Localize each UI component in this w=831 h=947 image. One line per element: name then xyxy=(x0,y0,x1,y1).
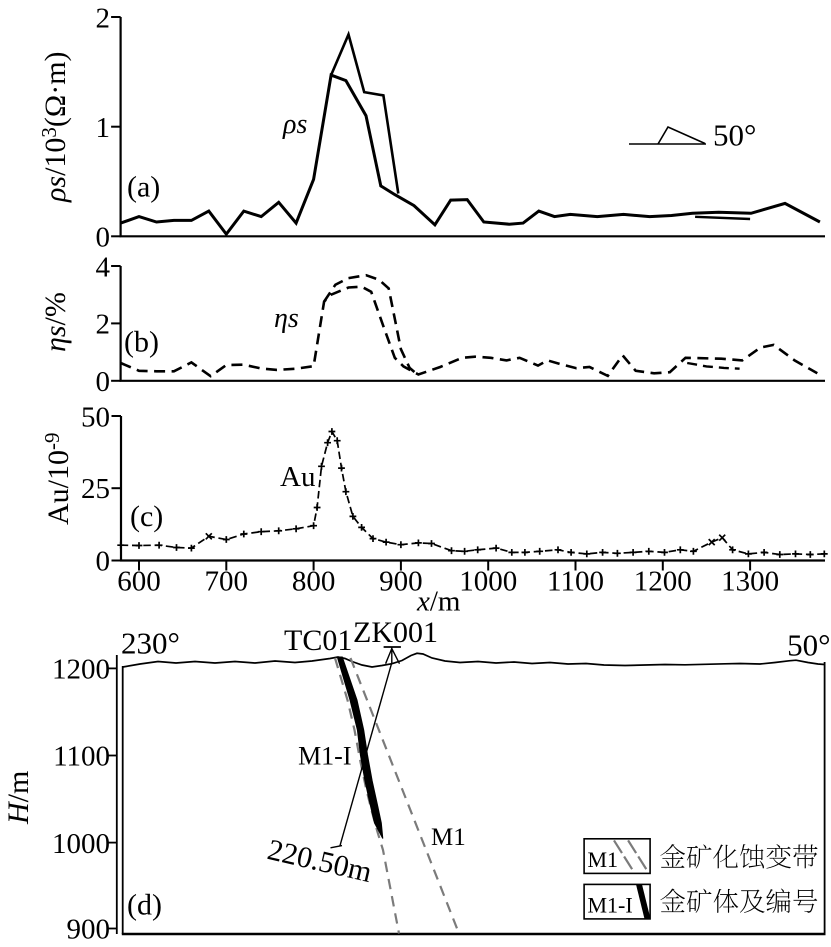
svg-text:4: 4 xyxy=(96,252,111,284)
svg-text:1300: 1300 xyxy=(721,566,779,598)
svg-text:ρs/103(Ω·m): ρs/103(Ω·m) xyxy=(37,51,72,203)
svg-text:(d): (d) xyxy=(127,889,162,922)
svg-text:0: 0 xyxy=(96,222,111,254)
svg-text:600: 600 xyxy=(117,566,161,598)
svg-text:(a): (a) xyxy=(127,171,160,204)
svg-text:2: 2 xyxy=(96,309,111,341)
svg-text:1: 1 xyxy=(96,112,111,144)
svg-text:0: 0 xyxy=(96,546,111,578)
svg-text:Au: Au xyxy=(280,461,315,493)
svg-text:25: 25 xyxy=(81,473,110,505)
svg-text:230°: 230° xyxy=(121,626,180,661)
svg-text:1000: 1000 xyxy=(52,828,110,860)
svg-text:1100: 1100 xyxy=(547,566,604,598)
svg-text:M1: M1 xyxy=(588,847,619,872)
svg-text:Au/10-9: Au/10-9 xyxy=(40,433,75,526)
svg-text:900: 900 xyxy=(379,566,423,598)
svg-text:1100: 1100 xyxy=(53,741,110,773)
svg-text:ZK001: ZK001 xyxy=(353,616,438,649)
svg-text:H/m: H/m xyxy=(2,771,35,825)
svg-text:M1-I: M1-I xyxy=(298,742,351,771)
svg-text:0: 0 xyxy=(96,366,111,398)
svg-text:900: 900 xyxy=(67,914,111,946)
svg-text:50°: 50° xyxy=(787,628,830,663)
svg-text:x/m: x/m xyxy=(416,586,461,618)
svg-text:2: 2 xyxy=(96,3,111,35)
svg-text:(b): (b) xyxy=(124,325,159,358)
svg-text:1000: 1000 xyxy=(459,566,517,598)
svg-text:M1: M1 xyxy=(431,824,466,851)
svg-text:50: 50 xyxy=(81,402,110,434)
svg-text:M1-I: M1-I xyxy=(588,893,633,918)
svg-text:ρs: ρs xyxy=(282,109,307,140)
svg-text:1200: 1200 xyxy=(634,566,692,598)
svg-text:TC01: TC01 xyxy=(284,624,352,657)
svg-text:800: 800 xyxy=(292,566,336,598)
svg-text:700: 700 xyxy=(205,566,249,598)
svg-text:ηs/%: ηs/% xyxy=(39,292,72,352)
svg-text:1200: 1200 xyxy=(52,654,110,686)
svg-text:(c): (c) xyxy=(130,500,163,533)
svg-text:50°: 50° xyxy=(713,118,756,153)
svg-text:ηs: ηs xyxy=(274,303,299,334)
